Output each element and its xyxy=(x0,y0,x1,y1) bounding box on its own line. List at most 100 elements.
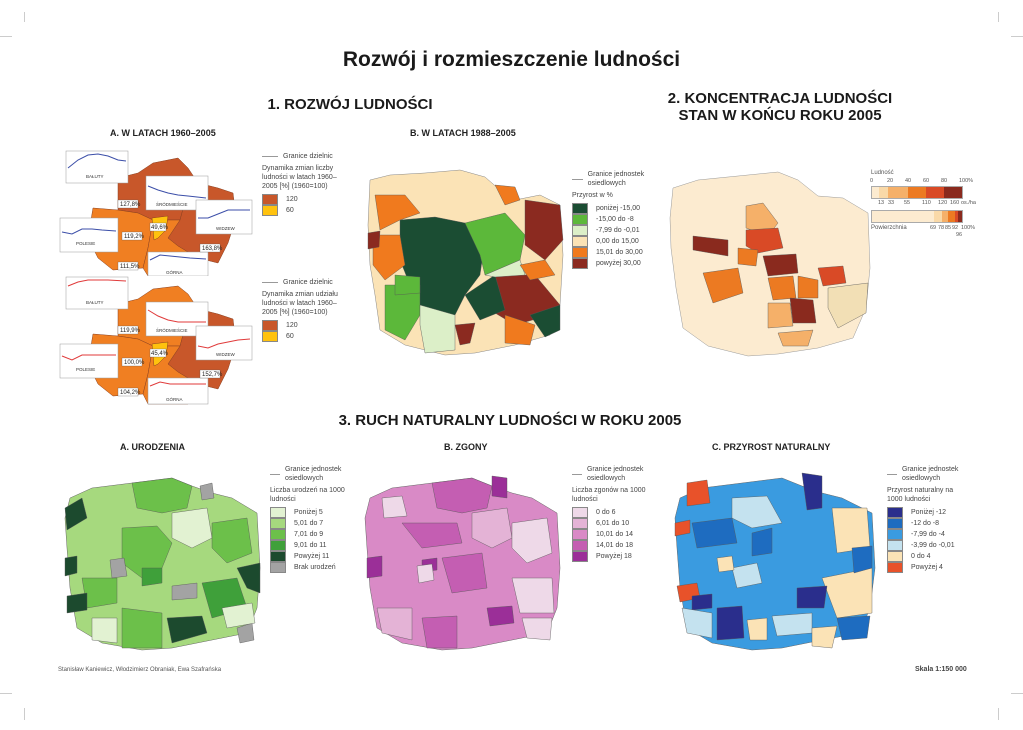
map-3b-deaths xyxy=(364,475,561,651)
legend-swatch xyxy=(572,506,588,518)
chart-label-population: Ludność xyxy=(871,170,894,176)
district-value: 104,2% xyxy=(120,390,141,396)
map-1b-population-growth xyxy=(367,169,564,356)
district-label: BAŁUTY xyxy=(86,174,104,179)
legend-label: powyżej 30,00 xyxy=(596,259,641,267)
legend-swatch xyxy=(270,561,286,573)
district-label: ŚRÓDMIEŚCIE xyxy=(156,326,188,333)
legend-boundary-label: Granice dzielnic xyxy=(283,279,333,286)
legend-label: 120 xyxy=(286,321,298,329)
tick-label: 120 xyxy=(938,200,948,206)
legend-label: Powyżej 4 xyxy=(911,563,943,571)
tick-label: 160 xyxy=(950,200,960,206)
legend-label: poniżej -15,00 xyxy=(596,204,640,212)
tick-label: 85 xyxy=(945,225,952,231)
section3-heading: 3. RUCH NATURALNY LUDNOŚCI W ROKU 2005 xyxy=(338,412,682,429)
map-2-population-concentration xyxy=(669,171,871,357)
crop-mark xyxy=(0,693,12,694)
legend-label: -7,99 do -4 xyxy=(911,530,945,538)
legend-label: 120 xyxy=(286,195,298,203)
district-label: WIDZEW xyxy=(216,352,235,357)
map-1a-share-change: BAŁUTY ŚRÓDMIEŚCIE WIDZEW POLESIE GÓRNA … xyxy=(59,276,253,405)
legend-label: -7,99 do -0,01 xyxy=(596,226,640,234)
section2-heading-line1: 2. KONCENTRACJA LUDNOŚCI xyxy=(667,90,893,107)
legend-swatch xyxy=(572,257,588,269)
legend-label: 10,01 do 14 xyxy=(596,530,633,538)
legend-swatch xyxy=(270,539,286,551)
district-value: 119,2% xyxy=(124,234,145,240)
legend-label: -3,99 do -0,01 xyxy=(911,541,955,549)
section2-heading: 2. KONCENTRACJA LUDNOŚCI STAN W KOŃCU RO… xyxy=(640,90,920,124)
legend-swatch xyxy=(887,517,903,529)
district-label: POLESIE xyxy=(76,367,95,372)
tick-label: 110 xyxy=(922,200,931,206)
crop-mark xyxy=(998,12,999,22)
map-3b-legend: Granice jednostek osiedlowych Liczba zgo… xyxy=(572,465,647,562)
legend-label: 14,01 do 18 xyxy=(596,541,633,549)
population-bar xyxy=(871,186,963,199)
legend-boundary-label: Granice dzielnic xyxy=(283,153,333,160)
district-label: WIDZEW xyxy=(216,226,235,231)
tick-label: 20 xyxy=(887,178,894,184)
page-title: Rozwój i rozmieszczenie ludności xyxy=(342,48,681,71)
map-3a-legend: Granice jednostek osiedlowych Liczba uro… xyxy=(270,465,345,573)
map-3c-legend: Granice jednostek osiedlowych Przyrost n… xyxy=(887,465,962,573)
map-3b-subtitle: B. ZGONY xyxy=(444,442,488,452)
map-1a-subtitle: A. W LATACH 1960–2005 xyxy=(110,128,216,138)
legend-label: 0 do 6 xyxy=(596,508,616,516)
legend-label: 0 do 4 xyxy=(911,552,931,560)
crop-mark xyxy=(24,708,25,720)
legend-label: Brak urodzeń xyxy=(294,563,336,571)
district-label: GÓRNA xyxy=(166,269,183,275)
legend-label: 9,01 do 11 xyxy=(294,541,327,549)
legend-swatch xyxy=(262,204,278,216)
legend-swatch xyxy=(270,550,286,562)
legend-boundary-label: Granice jednostek osiedlowych xyxy=(586,466,644,482)
legend-swatch xyxy=(262,319,278,331)
legend-swatch xyxy=(572,213,588,225)
legend-label: 7,01 do 9 xyxy=(294,530,324,538)
map-3a-births xyxy=(64,477,261,651)
legend-title: Dynamika zmian liczby ludności w latach … xyxy=(262,165,337,190)
section2-heading-line2: STAN W KOŃCU ROKU 2005 xyxy=(678,107,882,124)
legend-label: Powyżej 11 xyxy=(294,552,330,560)
tick-label: 78 xyxy=(938,225,945,231)
legend-swatch xyxy=(887,550,903,562)
authors: Stanisław Kaniewicz, Włodzimierz Obrania… xyxy=(58,667,222,673)
legend-swatch xyxy=(887,506,903,518)
legend-label: -12 do -8 xyxy=(911,519,940,527)
district-value: 152,7% xyxy=(202,372,223,378)
legend-swatch xyxy=(572,224,588,236)
section1-heading: 1. ROZWÓJ LUDNOŚCI xyxy=(267,96,433,113)
legend-label: 5,01 do 7 xyxy=(294,519,324,527)
district-value: 119,9% xyxy=(120,328,141,334)
district-label: POLESIE xyxy=(76,241,95,246)
area-bar xyxy=(871,210,963,223)
legend-title: Przyrost naturalny na 1000 ludności xyxy=(887,487,954,503)
district-value: 127,8% xyxy=(120,202,141,208)
legend-swatch xyxy=(572,517,588,529)
tick-label: 92 xyxy=(952,225,959,231)
tick-label: 80 xyxy=(941,178,948,184)
legend-swatch xyxy=(887,539,903,551)
map-1a-bottom-legend: Granice dzielnic Dynamika zmian udziału … xyxy=(262,278,350,342)
legend-label: 60 xyxy=(286,332,294,340)
legend-swatch xyxy=(887,528,903,540)
tick-label: 96 xyxy=(956,232,963,238)
map-1b-subtitle: B. W LATACH 1988–2005 xyxy=(410,128,516,138)
legend-title: Dynamika zmian udziału ludności w latach… xyxy=(262,291,338,316)
tick-label: 13 xyxy=(878,200,885,206)
map-3c-subtitle: C. PRZYROST NATURALNY xyxy=(712,442,831,452)
legend-label: Poniżej 5 xyxy=(294,508,323,516)
legend-swatch xyxy=(572,539,588,551)
district-value: 111,5% xyxy=(120,264,140,270)
legend-label: 0,00 do 15,00 xyxy=(596,237,639,245)
legend-boundary-label: Granice jednostek osiedlowych xyxy=(587,171,645,187)
legend-label: Poniżej -12 xyxy=(911,508,947,516)
chart-label-area: Powierzchnia xyxy=(871,225,907,231)
tick-label: 69 xyxy=(930,225,937,231)
legend-label: 60 xyxy=(286,206,294,214)
crop-mark xyxy=(998,708,999,720)
district-value: 45,4% xyxy=(151,351,169,357)
legend-swatch xyxy=(572,528,588,540)
